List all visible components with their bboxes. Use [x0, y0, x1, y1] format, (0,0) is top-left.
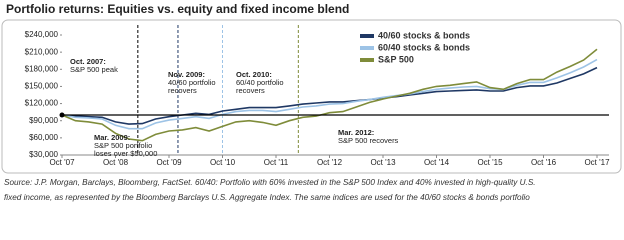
annotation: recovers [168, 86, 197, 95]
series-line [61, 48, 598, 142]
annotation: Nov. 2009: [168, 70, 205, 79]
annotation: S&P 500 peak [70, 65, 118, 74]
series-line [61, 58, 598, 130]
y-tick-label: $180,000 [25, 64, 59, 73]
chart-title: Portfolio returns: Equities vs. equity a… [6, 2, 349, 16]
legend-label: S&P 500 [378, 54, 414, 64]
annotation: Oct. 2007: [70, 57, 106, 66]
x-tick-label: Oct '13 [370, 158, 396, 167]
x-tick-label: Oct '17 [584, 158, 610, 167]
x-tick-label: Oct '07 [49, 158, 75, 167]
y-tick-label: $120,000 [25, 99, 59, 108]
footnote: fixed income, as represented by the Bloo… [4, 193, 530, 202]
y-tick-label: $240,000 [25, 30, 59, 39]
legend-label: 40/60 stocks & bonds [378, 30, 470, 40]
y-tick-label: $30,000 [29, 150, 58, 159]
x-tick-label: Oct '11 [264, 158, 289, 167]
legend-label: 60/40 stocks & bonds [378, 42, 470, 52]
annotation: Mar. 2012: [338, 128, 374, 137]
x-tick-label: Oct '15 [477, 158, 503, 167]
peak-dot [59, 112, 65, 118]
x-tick-label: Oct '10 [210, 158, 236, 167]
annotation: recovers [236, 86, 265, 95]
y-tick-label: $90,000 [29, 116, 58, 125]
annotation: S&P 500 portfolio [94, 141, 152, 150]
annotation: 60/40 portfolio [236, 78, 284, 87]
chart-frame [1, 19, 622, 174]
x-tick-label: Oct '09 [156, 158, 182, 167]
x-tick-label: Oct '16 [531, 158, 557, 167]
series-line [61, 66, 598, 125]
footnote: Source: J.P. Morgan, Barclays, Bloomberg… [4, 178, 536, 187]
annotation: S&P 500 recovers [338, 136, 399, 145]
chart: Portfolio returns: Equities vs. equity a… [1, 2, 622, 202]
x-tick-label: Oct '08 [103, 158, 129, 167]
y-tick-label: $150,000 [25, 82, 59, 91]
annotation: loses over $50,000 [94, 149, 157, 158]
y-tick-label: $60,000 [29, 133, 58, 142]
x-tick-label: Oct '14 [424, 158, 450, 167]
y-tick-label: $210,000 [25, 47, 59, 56]
annotation: 40/60 portfolio [168, 78, 216, 87]
annotation: Oct. 2010: [236, 70, 272, 79]
x-tick-label: Oct '12 [317, 158, 343, 167]
annotation: Mar. 2009: [94, 133, 130, 142]
